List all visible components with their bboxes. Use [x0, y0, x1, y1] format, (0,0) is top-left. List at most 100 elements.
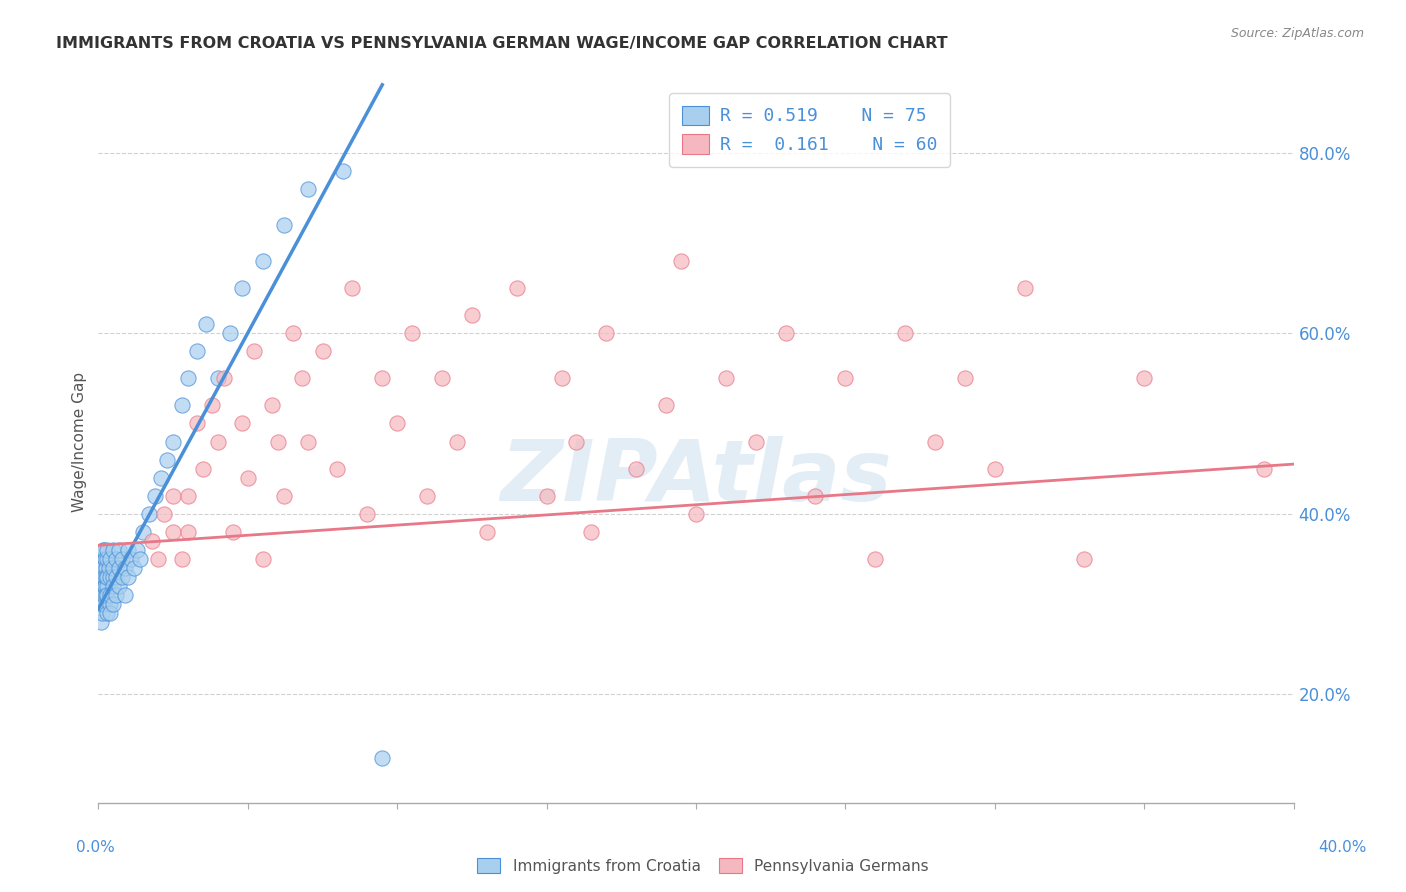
- Point: [281, 326, 304, 341]
- Point: [1073, 552, 1095, 566]
- Point: [124, 561, 146, 575]
- Point: [117, 570, 139, 584]
- Point: [98, 552, 122, 566]
- Point: [103, 561, 125, 575]
- Point: [162, 434, 184, 449]
- Point: [1133, 371, 1156, 385]
- Point: [236, 471, 259, 485]
- Point: [207, 434, 229, 449]
- Point: [1253, 461, 1275, 475]
- Text: Source: ZipAtlas.com: Source: ZipAtlas.com: [1230, 27, 1364, 40]
- Point: [98, 570, 122, 584]
- Point: [114, 561, 136, 575]
- Point: [291, 371, 314, 385]
- Point: [201, 398, 224, 412]
- Point: [105, 570, 128, 584]
- Point: [172, 552, 194, 566]
- Point: [108, 579, 131, 593]
- Point: [430, 371, 453, 385]
- Point: [103, 542, 125, 557]
- Point: [177, 371, 200, 385]
- Point: [177, 489, 200, 503]
- Point: [98, 588, 122, 602]
- Point: [326, 461, 349, 475]
- Point: [714, 371, 737, 385]
- Point: [91, 606, 114, 620]
- Point: [195, 317, 218, 331]
- Point: [984, 461, 1007, 475]
- Point: [93, 542, 115, 557]
- Point: [91, 588, 114, 602]
- Point: [148, 552, 170, 566]
- Point: [153, 507, 176, 521]
- Point: [103, 570, 125, 584]
- Point: [93, 597, 115, 611]
- Point: [775, 326, 797, 341]
- Point: [120, 552, 142, 566]
- Text: IMMIGRANTS FROM CROATIA VS PENNSYLVANIA GERMAN WAGE/INCOME GAP CORRELATION CHART: IMMIGRANTS FROM CROATIA VS PENNSYLVANIA …: [56, 36, 948, 51]
- Point: [186, 417, 208, 431]
- Text: 0.0%: 0.0%: [76, 840, 115, 855]
- Point: [446, 434, 468, 449]
- Point: [156, 452, 179, 467]
- Point: [98, 606, 122, 620]
- Point: [94, 588, 117, 602]
- Point: [804, 489, 827, 503]
- Point: [91, 579, 114, 593]
- Point: [93, 579, 115, 593]
- Point: [89, 579, 111, 593]
- Point: [273, 218, 295, 232]
- Point: [89, 588, 111, 602]
- Point: [401, 326, 423, 341]
- Point: [150, 471, 173, 485]
- Point: [655, 398, 678, 412]
- Point: [332, 163, 354, 178]
- Text: 40.0%: 40.0%: [1319, 840, 1367, 855]
- Point: [297, 434, 319, 449]
- Point: [207, 371, 229, 385]
- Point: [177, 524, 200, 539]
- Point: [231, 281, 253, 295]
- Point: [273, 489, 295, 503]
- Point: [141, 533, 163, 548]
- Point: [536, 489, 558, 503]
- Point: [96, 606, 118, 620]
- Point: [91, 570, 114, 584]
- Point: [669, 253, 692, 268]
- Point: [297, 181, 319, 195]
- Point: [94, 570, 117, 584]
- Point: [94, 552, 117, 566]
- Point: [475, 524, 498, 539]
- Point: [219, 326, 242, 341]
- Point: [260, 398, 283, 412]
- Point: [132, 524, 155, 539]
- Point: [96, 588, 118, 602]
- Point: [267, 434, 290, 449]
- Point: [143, 489, 166, 503]
- Point: [162, 489, 184, 503]
- Point: [93, 597, 115, 611]
- Point: [93, 570, 115, 584]
- Point: [117, 542, 139, 557]
- Point: [385, 417, 409, 431]
- Point: [506, 281, 529, 295]
- Point: [105, 552, 128, 566]
- Point: [111, 552, 134, 566]
- Point: [356, 507, 378, 521]
- Point: [114, 588, 136, 602]
- Y-axis label: Wage/Income Gap: Wage/Income Gap: [72, 371, 87, 512]
- Point: [103, 597, 125, 611]
- Point: [108, 542, 131, 557]
- Point: [626, 461, 648, 475]
- Point: [461, 308, 484, 322]
- Point: [953, 371, 976, 385]
- Point: [91, 561, 114, 575]
- Point: [243, 344, 266, 359]
- Point: [94, 579, 117, 593]
- Point: [90, 597, 112, 611]
- Legend: R = 0.519    N = 75, R =  0.161    N = 60: R = 0.519 N = 75, R = 0.161 N = 60: [669, 93, 950, 167]
- Point: [924, 434, 946, 449]
- Point: [162, 524, 184, 539]
- Point: [595, 326, 617, 341]
- Point: [581, 524, 603, 539]
